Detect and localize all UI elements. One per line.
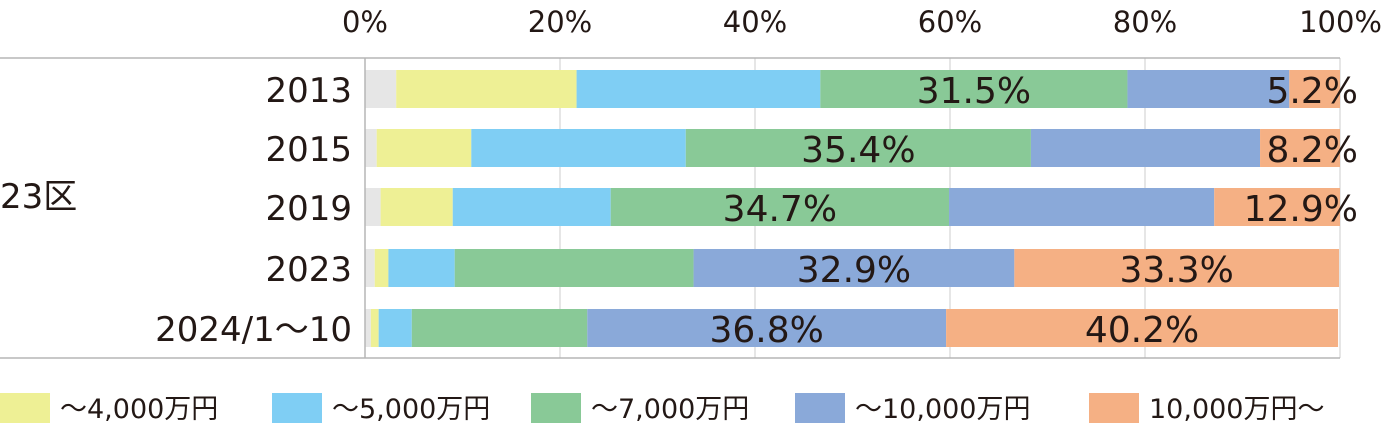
category-label: 2023 [265, 250, 352, 290]
legend-label: 10,000万円〜 [1149, 394, 1324, 425]
x-tick-label: 0% [342, 5, 388, 39]
data-label: 12.9% [1244, 189, 1358, 230]
bar-segment-2019-s5 [1214, 188, 1340, 226]
data-labels: 31.5% 5.2% 35.4% 8.2% 34.7% 12.9% 32.9% 33.3% 36… [710, 71, 1358, 351]
bar-segment-2023-s0 [365, 249, 375, 287]
x-tick-label: 20% [528, 5, 592, 39]
legend-swatch [272, 393, 322, 423]
bar-segment-2015-s1 [376, 129, 472, 167]
bar-segment-2024-1-10-s5 [946, 309, 1339, 347]
category-label: 2015 [265, 130, 352, 170]
bar-segment-2013-s5 [1289, 70, 1340, 108]
x-tick-label: 40% [723, 5, 787, 39]
data-label: 31.5% [917, 71, 1031, 112]
bar-segment-2024-1-10-s1 [370, 309, 379, 347]
bar-segment-2013-s0 [365, 70, 397, 108]
x-tick-label: 80% [1113, 5, 1177, 39]
x-tick-label: 60% [918, 5, 982, 39]
data-label: 35.4% [801, 130, 915, 171]
axes: 0% 20% 40% 60% 80% 100% 23区 2013 2015 2019 2023 202… [0, 5, 1382, 359]
legend-swatch [1089, 393, 1139, 423]
legend-swatch [795, 393, 845, 423]
bar-segment-2023-s3 [454, 249, 694, 287]
bar-segment-2019-s2 [452, 188, 611, 226]
legend-swatch [531, 393, 581, 423]
data-label: 34.7% [723, 189, 837, 230]
bar-segment-2013-s4 [1127, 70, 1290, 108]
bar-segment-2023-s5 [1014, 249, 1340, 287]
category-label: 2019 [265, 189, 352, 229]
bar-segment-2015-s2 [471, 129, 686, 167]
legend-label: 〜5,000万円 [332, 394, 490, 425]
data-label: 36.8% [710, 310, 824, 351]
bar-segment-2015-s5 [1260, 129, 1340, 167]
bar-segment-2013-s1 [396, 70, 577, 108]
bar-segments [365, 70, 1340, 347]
bar-segment-2023-s1 [374, 249, 389, 287]
bar-segment-2024-1-10-s3 [411, 309, 588, 347]
bar-segment-2019-s1 [380, 188, 453, 226]
data-label: 32.9% [797, 250, 911, 291]
bar-segment-2023-s2 [388, 249, 455, 287]
x-tick-label: 100% [1299, 5, 1382, 39]
bar-segment-2019-s4 [949, 188, 1215, 226]
category-label: 2024/1〜10 [155, 310, 352, 350]
legend: 〜4,000万円 〜5,000万円 〜7,000万円 〜10,000万円 10,000万… [0, 393, 1324, 425]
bar-segment-2015-s0 [365, 129, 377, 167]
data-label: 33.3% [1120, 250, 1234, 291]
bar-segment-2013-s3 [820, 70, 1128, 108]
data-label: 40.2% [1085, 310, 1199, 351]
legend-label: 〜7,000万円 [591, 394, 749, 425]
legend-swatch [0, 393, 50, 423]
data-label: 8.2% [1267, 130, 1358, 171]
bar-segment-2024-1-10-s4 [587, 309, 947, 347]
category-label: 2013 [265, 71, 352, 111]
bar-segment-2024-1-10-s2 [378, 309, 412, 347]
bar-segment-2019-s0 [365, 188, 381, 226]
legend-label: 〜10,000万円 [855, 394, 1030, 425]
bar-segment-2015-s3 [685, 129, 1031, 167]
legend-label: 〜4,000万円 [60, 394, 218, 425]
bar-segment-2019-s3 [610, 188, 950, 226]
bar-segment-2013-s2 [576, 70, 821, 108]
bar-segment-2024-1-10-s0 [365, 309, 371, 347]
bar-segment-2015-s4 [1030, 129, 1261, 167]
data-label: 5.2% [1267, 71, 1358, 112]
bar-segment-2023-s4 [693, 249, 1015, 287]
group-label: 23区 [0, 177, 77, 217]
